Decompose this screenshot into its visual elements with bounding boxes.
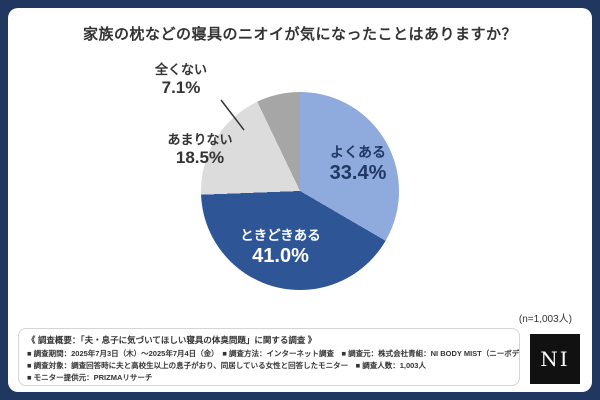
survey-overview-heading: 《 調査概要：「夫・息子に気づいてほしい寝具の体臭問題」に関する調査 》 (27, 335, 317, 345)
survey-note-line: ■ 調査期間：2025年7月3日（木）〜2025年7月4日（金） ■ 調査方法：… (27, 349, 520, 358)
segment-name: よくある (330, 144, 386, 160)
chart-title: 家族の枕などの寝具のニオイが気になったことはありますか？ (82, 26, 517, 43)
pie-label-zenkunai: 全くない 7.1% (123, 62, 239, 98)
survey-overview-notes: 《 調査概要：「夫・息子に気づいてほしい寝具の体臭問題」に関する調査 》 ■ 調… (18, 328, 520, 386)
segment-percentage: 18.5% (175, 147, 225, 167)
pie-label-amarinai: あまりない 18.5% (138, 132, 262, 168)
sample-size-label: (n=1,003人) (518, 314, 572, 325)
pie-label-tokidoki: ときどきある 41.0% (208, 228, 353, 268)
segment-name: あまりない (167, 132, 233, 147)
survey-card: 家族の枕などの寝具のニオイが気になったことはありますか？ 全くない 7.1% あ… (8, 8, 592, 392)
ni-logo-text: NI (540, 347, 570, 371)
survey-note-line: ■ モニター提供元：PRIZMAリサーチ (27, 373, 153, 382)
pie-label-yokuaru: よくある 33.4% (296, 144, 420, 185)
segment-percentage: 7.1% (161, 77, 201, 97)
segment-name: 全くない (154, 62, 207, 77)
pie-chart-area: 全くない 7.1% あまりない 18.5% よくある 33.4% ときどきある … (8, 56, 592, 308)
segment-name: ときどきある (240, 228, 321, 243)
survey-note-line: ■ 調査対象：調査回答時に夫と高校生以上の息子がおり、同居している女性と回答した… (27, 361, 426, 370)
ni-brand-logo: NI (530, 334, 580, 384)
segment-percentage: 33.4% (329, 161, 387, 184)
segment-percentage: 41.0% (252, 245, 309, 268)
